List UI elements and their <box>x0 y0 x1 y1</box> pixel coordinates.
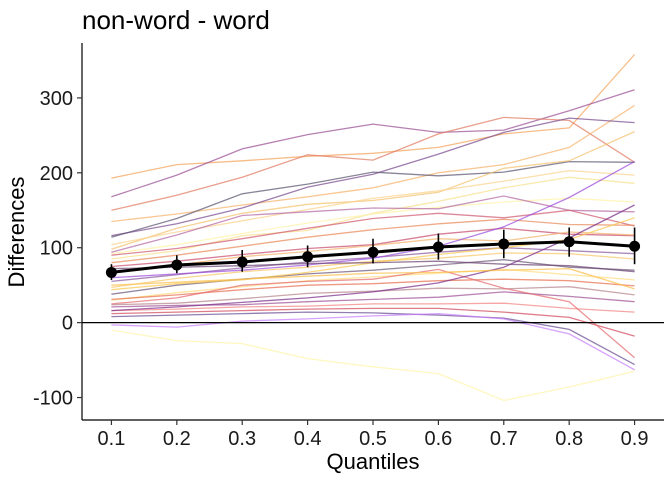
participant-line-12 <box>111 209 635 256</box>
participant-line-28 <box>111 268 636 359</box>
group-mean <box>105 227 641 280</box>
mean-point-2 <box>171 259 183 271</box>
y-tick-label-4: 200 <box>40 163 73 185</box>
mean-point-3 <box>236 256 248 268</box>
y-tick-label-5: 300 <box>40 88 73 110</box>
mean-point-7 <box>498 238 510 250</box>
participant-line-5 <box>111 117 635 237</box>
mean-point-6 <box>432 241 444 253</box>
participant-line-2 <box>111 89 635 198</box>
axes: -100 0 100 200 300 0.1 0.2 0.3 0.4 0.5 0.6 0.7 0.8 0.… <box>33 43 664 450</box>
x-tick-label-8: 0.8 <box>555 428 583 450</box>
participant-line-23 <box>111 302 635 313</box>
participant-line-32 <box>111 268 635 290</box>
x-tick-label-4: 0.4 <box>294 428 322 450</box>
x-tick-label-2: 0.2 <box>163 428 191 450</box>
mean-point-4 <box>302 251 314 263</box>
participant-line-26 <box>111 312 635 371</box>
participant-lines <box>111 54 636 402</box>
y-tick-label-3: 100 <box>40 238 73 260</box>
participant-line-11 <box>111 195 635 253</box>
x-tick-label-1: 0.1 <box>98 428 126 450</box>
participant-line-13 <box>111 218 635 264</box>
participant-line-21 <box>111 286 635 306</box>
chart-title: non-word - word <box>82 5 270 35</box>
participant-line-27 <box>111 329 635 402</box>
x-tick-label-5: 0.5 <box>359 428 387 450</box>
participant-line-24 <box>111 307 635 337</box>
mean-point-1 <box>105 266 117 278</box>
mean-point-8 <box>563 236 575 248</box>
participant-line-19 <box>111 268 635 301</box>
participant-line-25 <box>111 311 635 366</box>
y-tick-label-2: 0 <box>62 313 73 335</box>
x-tick-label-6: 0.6 <box>424 428 452 450</box>
participant-line-31 <box>111 204 635 312</box>
y-axis-title: Differences <box>4 177 29 288</box>
x-tick-label-9: 0.9 <box>621 428 649 450</box>
participant-line-1 <box>111 54 636 179</box>
x-tick-label-3: 0.3 <box>228 428 256 450</box>
participant-line-3 <box>111 116 635 211</box>
participant-line-7 <box>111 131 635 250</box>
mean-point-9 <box>629 240 641 252</box>
x-tick-label-7: 0.7 <box>490 428 518 450</box>
participant-line-10 <box>111 197 635 255</box>
y-tick-label-1: -100 <box>33 388 73 410</box>
mean-point-5 <box>367 246 379 258</box>
x-axis-title: Quantiles <box>327 449 420 474</box>
participant-line-4 <box>111 104 635 223</box>
participant-line-6 <box>111 160 635 238</box>
